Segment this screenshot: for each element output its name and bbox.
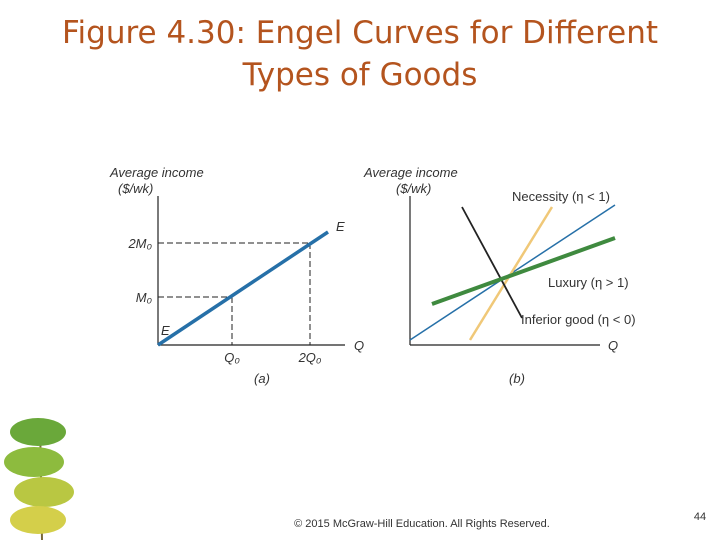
engel-curve xyxy=(157,230,329,347)
luxury-thick-curve xyxy=(431,236,616,306)
x-label: Q xyxy=(354,338,364,353)
slide-title: Figure 4.30: Engel Curves for Different … xyxy=(61,15,659,93)
page-number: 44 xyxy=(694,511,706,523)
y-label: Average income xyxy=(109,165,204,180)
curve-label: Luxury (η > 1) xyxy=(548,275,629,290)
curve-label: Inferior good (η < 0) xyxy=(521,312,636,327)
panel-b: Average income ($/wk) Necessity (η < 1) … xyxy=(363,165,636,386)
y-tick-label: 2M₀ xyxy=(127,236,152,251)
x-label: Q xyxy=(608,338,618,353)
leaf-decoration xyxy=(4,418,74,540)
caption: (b) xyxy=(509,371,525,386)
guides xyxy=(158,242,311,345)
curve-label: Necessity (η < 1) xyxy=(512,189,610,204)
caption: (a) xyxy=(254,371,270,386)
panel-a: Average income ($/wk) 2M₀ M₀ Q₀ 2Q₀ Q E … xyxy=(109,165,364,386)
curve-label: E xyxy=(336,219,345,234)
curve-label: E xyxy=(161,323,170,338)
y-label: ($/wk) xyxy=(396,181,431,196)
y-label: Average income xyxy=(363,165,458,180)
x-tick-label: Q₀ xyxy=(224,350,240,365)
y-label: ($/wk) xyxy=(118,181,153,196)
copyright: © 2015 McGraw-Hill Education. All Rights… xyxy=(294,518,550,530)
x-tick-label: 2Q₀ xyxy=(298,350,322,365)
inferior-curve xyxy=(461,206,523,319)
y-tick-label: M₀ xyxy=(136,290,153,305)
